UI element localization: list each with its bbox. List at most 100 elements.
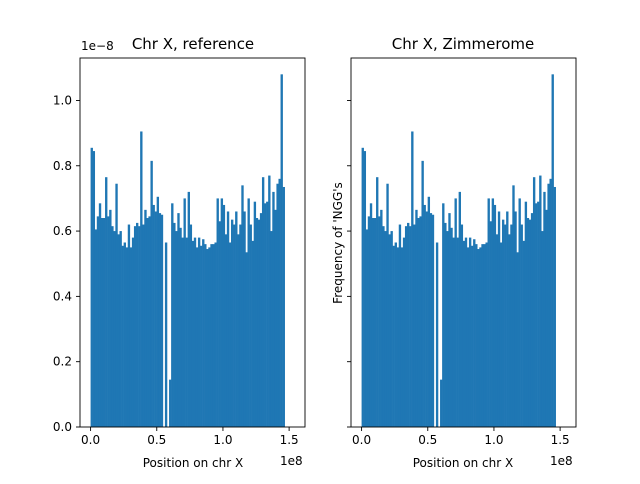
histogram-bar (404, 226, 408, 427)
histogram-bar (421, 160, 424, 427)
histogram-bar (245, 252, 248, 427)
histogram-bar (266, 201, 269, 427)
y-axis-label: Frequency of 'NGG's (331, 182, 345, 304)
histogram-bar (499, 242, 503, 427)
histogram-bar (539, 175, 542, 427)
histogram-bar (274, 209, 277, 427)
histogram-bar (197, 237, 201, 427)
histogram-bar (216, 198, 219, 427)
histogram-bar (431, 214, 435, 427)
histogram-bar (450, 227, 453, 427)
histogram-bar (105, 177, 108, 427)
histogram-bar (187, 191, 190, 427)
histogram-bar (154, 211, 157, 427)
histogram-bar (487, 198, 490, 427)
histogram-bar (138, 226, 141, 427)
histogram-bar (537, 201, 540, 427)
histogram-bar (506, 211, 509, 427)
histogram-bar (111, 226, 114, 427)
histogram-bar (547, 183, 550, 427)
histogram-bar (90, 147, 93, 427)
histogram-bar (384, 231, 387, 427)
histogram-bar (376, 177, 379, 427)
histogram-bar (212, 244, 215, 427)
x-offset-label: 1e8 (280, 454, 303, 468)
histogram-bar (553, 186, 556, 427)
histogram-bar (235, 211, 238, 427)
histogram-bar (489, 221, 492, 427)
x-tick-label: 1.0 (484, 433, 503, 447)
histogram-bar (96, 216, 100, 427)
histogram-bar (241, 185, 244, 427)
histogram-bar (535, 203, 538, 427)
histogram-bar (371, 218, 375, 427)
histogram-bar (495, 234, 499, 427)
histogram-bar (251, 240, 254, 427)
histogram-bar (183, 198, 186, 427)
histogram-bar (378, 216, 381, 427)
axes-frame (79, 57, 306, 428)
ticks: 0.0 0.5 1.0 1.5 (347, 100, 570, 447)
histogram-bar (398, 224, 402, 427)
histogram-bar (543, 191, 546, 427)
histogram-bar (278, 178, 281, 427)
histogram-bar (510, 224, 513, 427)
histogram-bar (107, 216, 110, 427)
histogram-bar (532, 177, 536, 427)
histogram-bar (388, 234, 391, 427)
histogram-bar (117, 234, 120, 427)
histogram-bar (452, 237, 455, 427)
histogram-bar (475, 244, 478, 427)
histogram-bar (208, 247, 211, 427)
histogram-bar (382, 226, 385, 427)
histogram-bar (226, 211, 230, 427)
histogram-bar (512, 185, 515, 427)
chart-title: Chr X, reference (132, 35, 254, 53)
x-tick-label: 1.5 (551, 433, 570, 447)
histogram-bar (204, 244, 207, 427)
histogram-bar (390, 231, 393, 427)
x-tick-label: 0.0 (352, 433, 371, 447)
y-offset-label: 1e−8 (81, 39, 114, 53)
histogram-bar (282, 186, 285, 427)
histogram-bar (123, 242, 126, 427)
histogram-bar (181, 237, 184, 427)
histogram-bar (460, 224, 464, 427)
histogram-bar (446, 231, 449, 427)
histogram-bar (448, 213, 451, 427)
histogram-bar (228, 242, 232, 427)
histogram-bar (200, 245, 203, 427)
histogram-bar (268, 175, 271, 427)
histogram-bar (173, 222, 176, 427)
histogram-bar (270, 231, 273, 427)
histogram-bar (491, 198, 495, 427)
histogram-bar (220, 198, 224, 427)
y-tick-label: 0.4 (53, 289, 72, 303)
histogram-bar (471, 245, 474, 427)
histogram-bar (392, 245, 395, 427)
histogram-bar (92, 151, 96, 427)
histogram-bar (429, 213, 433, 427)
histogram-bar (400, 247, 404, 427)
histogram-bar (243, 211, 246, 427)
histogram-bar (423, 204, 426, 427)
histogram-bar (142, 224, 145, 427)
y-tick-label: 0.2 (53, 355, 72, 369)
x-tick-label: 0.0 (81, 433, 100, 447)
histogram-bar (98, 203, 102, 427)
bars (90, 74, 285, 428)
histogram-bar (477, 249, 480, 427)
histogram-bar (148, 216, 151, 427)
histogram-bar (380, 209, 383, 427)
histogram-bar (210, 244, 213, 427)
histogram-bar (144, 209, 147, 427)
histogram-bar (524, 201, 528, 427)
histogram-bar (458, 191, 461, 427)
histogram-bar (272, 191, 275, 427)
histogram-bar (396, 247, 400, 427)
histogram-bar (113, 231, 116, 427)
histogram-bar (115, 183, 118, 427)
histogram-bar (466, 247, 470, 427)
histogram-bar (526, 218, 530, 427)
